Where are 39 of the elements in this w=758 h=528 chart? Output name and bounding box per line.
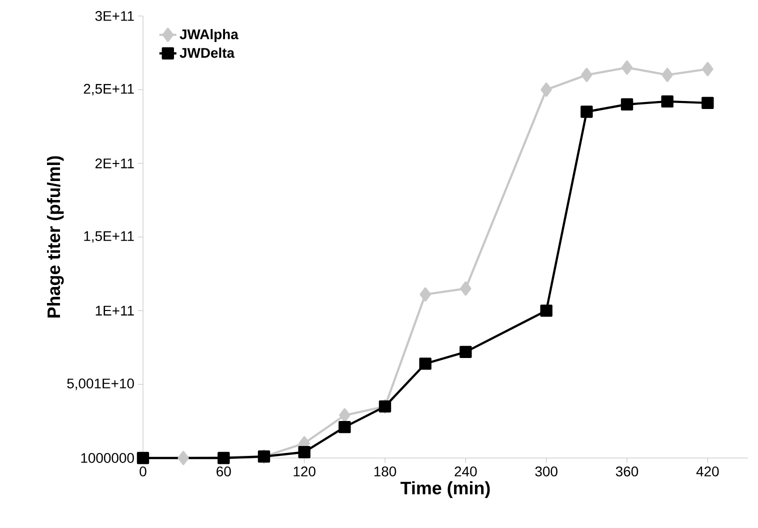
point	[662, 68, 673, 82]
x-tick-label: 240	[454, 466, 477, 476]
point	[581, 68, 592, 82]
point	[661, 95, 674, 108]
y-tick-label: 5,001E+10	[67, 378, 134, 390]
x-tick-label: 300	[535, 466, 558, 476]
x-tick-label: 60	[216, 466, 231, 476]
x-axis-title: Time (min)	[400, 481, 490, 498]
y-tick-label: 1,5E+11	[84, 231, 134, 243]
y-axis-title: Phage titer (pfu/ml)	[46, 156, 64, 318]
point	[420, 287, 431, 302]
y-tick-label: 1E+11	[96, 306, 134, 316]
point	[540, 304, 552, 317]
x-tick-label: 120	[294, 466, 316, 476]
point	[178, 450, 189, 466]
point	[339, 408, 350, 422]
point	[540, 82, 552, 97]
x-tick-label: 180	[374, 466, 396, 476]
point	[702, 96, 714, 110]
y-tick-label: 3E+11	[95, 11, 134, 21]
point	[702, 62, 714, 76]
point	[460, 346, 472, 358]
legend-label: JWDelta	[180, 48, 235, 58]
x-tick-label: 360	[616, 466, 638, 476]
point	[580, 106, 593, 118]
y-tick-label: 2,5E+11	[84, 84, 134, 96]
point	[460, 281, 472, 296]
y-tick-label: 2E+11	[96, 158, 134, 168]
x-tick-label: 0	[140, 466, 146, 476]
point	[298, 446, 310, 458]
y-tick-label: 1000000	[81, 453, 134, 463]
point	[620, 98, 634, 110]
point	[338, 420, 351, 434]
legend-label: JWAlpha	[180, 29, 238, 42]
x-tick-label: 420	[696, 466, 719, 476]
point	[621, 60, 633, 75]
point	[218, 452, 230, 464]
point	[136, 452, 150, 464]
point	[419, 358, 432, 370]
